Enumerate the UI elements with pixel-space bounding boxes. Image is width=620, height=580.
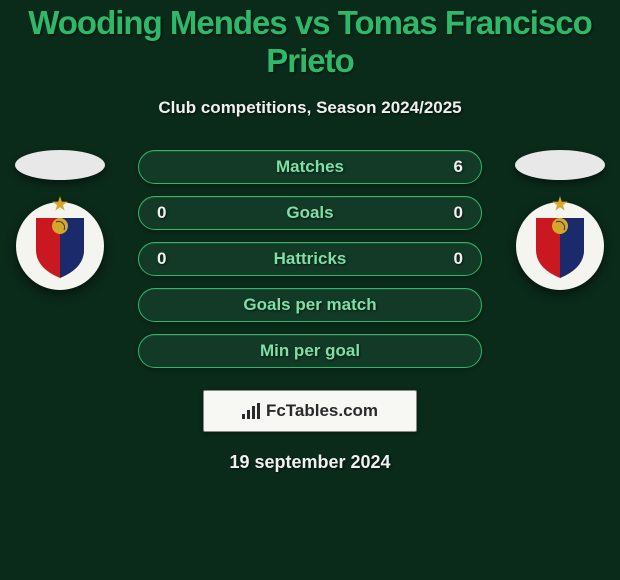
source-logo: FcTables.com [203, 390, 417, 432]
stat-left-value: 0 [157, 249, 166, 269]
club-badge-left [16, 202, 104, 290]
logo-text: FcTables.com [266, 401, 378, 421]
bars-icon [242, 403, 260, 419]
stat-right-value: 0 [454, 249, 463, 269]
subtitle: Club competitions, Season 2024/2025 [0, 98, 620, 118]
page-title: Wooding Mendes vs Tomas Francisco Prieto [0, 0, 620, 80]
shield-icon [32, 212, 88, 280]
stat-label: Goals per match [139, 295, 481, 315]
player-left-avatar [15, 150, 105, 180]
stat-right-value: 6 [454, 157, 463, 177]
stats-column: Matches 6 0 Goals 0 0 Hattricks 0 Goals … [120, 150, 500, 368]
stat-row-matches: Matches 6 [138, 150, 482, 184]
stat-right-value: 0 [454, 203, 463, 223]
stat-row-goals: 0 Goals 0 [138, 196, 482, 230]
stat-label: Min per goal [139, 341, 481, 361]
comparison-row: Matches 6 0 Goals 0 0 Hattricks 0 Goals … [0, 150, 620, 368]
shield-icon [532, 212, 588, 280]
stat-row-gpm: Goals per match [138, 288, 482, 322]
date-text: 19 september 2024 [0, 452, 620, 473]
stat-left-value: 0 [157, 203, 166, 223]
stat-row-mpg: Min per goal [138, 334, 482, 368]
player-right-col [500, 150, 620, 290]
player-right-avatar [515, 150, 605, 180]
stat-label: Hattricks [139, 249, 481, 269]
stat-row-hattricks: 0 Hattricks 0 [138, 242, 482, 276]
club-badge-right [516, 202, 604, 290]
stat-label: Matches [139, 157, 481, 177]
player-left-col [0, 150, 120, 290]
stat-label: Goals [139, 203, 481, 223]
